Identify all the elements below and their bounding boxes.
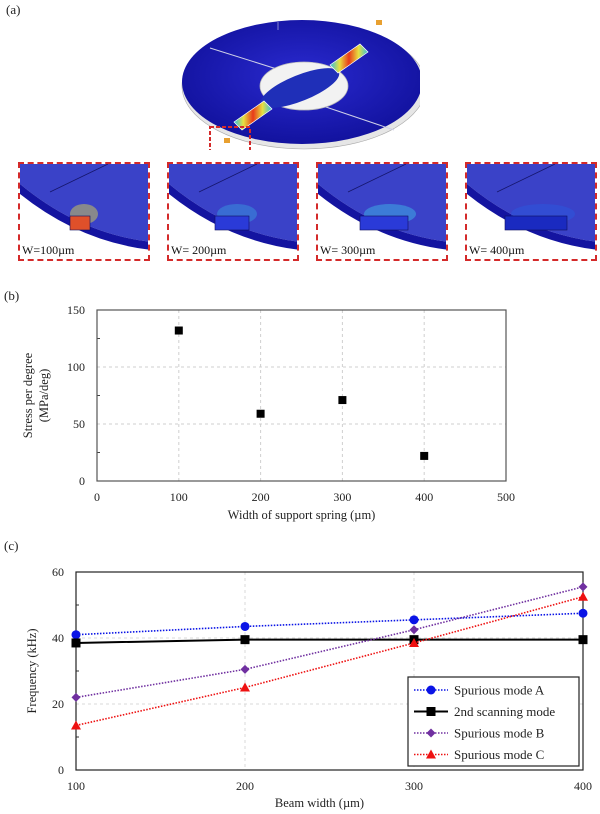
y-tick-label: 0 (79, 474, 85, 488)
y-axis-label: Frequency (kHz) (25, 628, 39, 713)
x-tick-label: 0 (94, 490, 100, 504)
x-tick-label: 200 (252, 490, 270, 504)
fem-disk-illustration (181, 20, 420, 150)
inset-caption: W=100µm (22, 243, 75, 257)
data-point (240, 621, 250, 631)
series-line (75, 595, 584, 727)
inset-illustration (467, 164, 595, 250)
inset-illustration (20, 164, 148, 250)
inset-illustration (318, 164, 446, 250)
series-2nd-scanning-mode (71, 635, 588, 648)
data-point (71, 692, 81, 702)
data-point (420, 451, 429, 460)
inset-caption: W= 200µm (171, 243, 227, 257)
legend-item: Spurious mode C (414, 747, 544, 762)
data-point (256, 409, 265, 418)
y-tick-label: 40 (52, 631, 64, 645)
chart-b-stress: 0 100 200 300 400 500 0 50 100 150 Width of suppor… (21, 303, 515, 522)
data-point (338, 396, 347, 405)
data-point (409, 637, 419, 647)
x-tick-label: 400 (415, 490, 433, 504)
y-axis-label-line2: (MPa/deg) (37, 369, 51, 422)
torsion-beam-upper (329, 43, 369, 74)
x-tick-label: 500 (497, 490, 515, 504)
x-tick-label: 300 (333, 490, 351, 504)
inset-w100: W=100µm (18, 162, 150, 261)
support-spring-top (376, 20, 382, 25)
inset-caption: W= 400µm (469, 243, 525, 257)
legend-label: Spurious mode C (454, 747, 544, 762)
data-point (578, 608, 588, 618)
panel-label-a: (a) (6, 2, 21, 17)
plot-frame (96, 309, 507, 482)
data-point (578, 635, 588, 645)
highlight-box (209, 126, 251, 150)
data-point (240, 664, 250, 674)
legend-item: Spurious mode B (414, 726, 545, 741)
legend-label: Spurious mode A (454, 683, 545, 698)
series-line (75, 638, 583, 644)
torsion-beam-lower (233, 100, 273, 131)
legend-marker (426, 707, 436, 716)
inset-caption: W= 300µm (320, 243, 376, 257)
legend-box (407, 676, 580, 767)
data-point (71, 630, 81, 640)
legend-item: 2nd scanning mode (414, 704, 555, 719)
support-spring-bottom (224, 138, 230, 143)
x-tick-label: 100 (67, 779, 85, 793)
inset-w200: W= 200µm (167, 162, 299, 261)
data-point (409, 625, 419, 635)
y-tick-label: 100 (67, 360, 85, 374)
x-tick-label: 200 (236, 779, 254, 793)
chart-c-frequency: 100 200 300 400 0 20 40 60 Beam width (µm) Freque… (25, 565, 592, 810)
series-spurious-mode-a (71, 608, 588, 640)
x-axis-label: Beam width (µm) (275, 796, 364, 810)
data-point (174, 326, 183, 335)
series-spurious-mode-b (71, 582, 588, 702)
data-point (71, 720, 81, 730)
x-axis-label: Width of support spring (µm) (228, 508, 376, 522)
y-tick-label: 60 (52, 565, 64, 579)
legend-label: Spurious mode B (454, 726, 545, 741)
series-line (75, 586, 584, 699)
data-point (240, 635, 250, 645)
legend-marker (426, 728, 436, 738)
inset-illustration (169, 164, 297, 250)
x-tick-label: 100 (170, 490, 188, 504)
data-point (71, 638, 81, 648)
legend-marker (426, 685, 436, 695)
plot-frame (75, 571, 584, 771)
y-tick-label: 50 (73, 417, 85, 431)
y-tick-label: 20 (52, 697, 64, 711)
legend: Spurious mode A 2nd scanning mode Spurious… (407, 676, 580, 767)
y-axis-label-line1: Stress per degree (21, 352, 35, 438)
legend-marker (426, 749, 436, 759)
data-point (240, 682, 250, 692)
legend-label: 2nd scanning mode (454, 704, 555, 719)
inset-w400: W= 400µm (465, 162, 597, 261)
series-spurious-mode-c (71, 591, 588, 730)
y-tick-label: 150 (67, 303, 85, 317)
inset-w300: W= 300µm (316, 162, 448, 261)
panel-label-c: (c) (4, 538, 19, 553)
y-tick-label: 0 (58, 763, 64, 777)
x-tick-label: 300 (405, 779, 423, 793)
data-point (578, 591, 588, 601)
series-line (75, 612, 584, 636)
panel-label-b: (b) (4, 288, 20, 303)
x-tick-label: 400 (574, 779, 592, 793)
center-mirror (260, 68, 340, 108)
data-point (578, 582, 588, 592)
data-point (409, 615, 419, 625)
legend-item: Spurious mode A (414, 683, 545, 698)
